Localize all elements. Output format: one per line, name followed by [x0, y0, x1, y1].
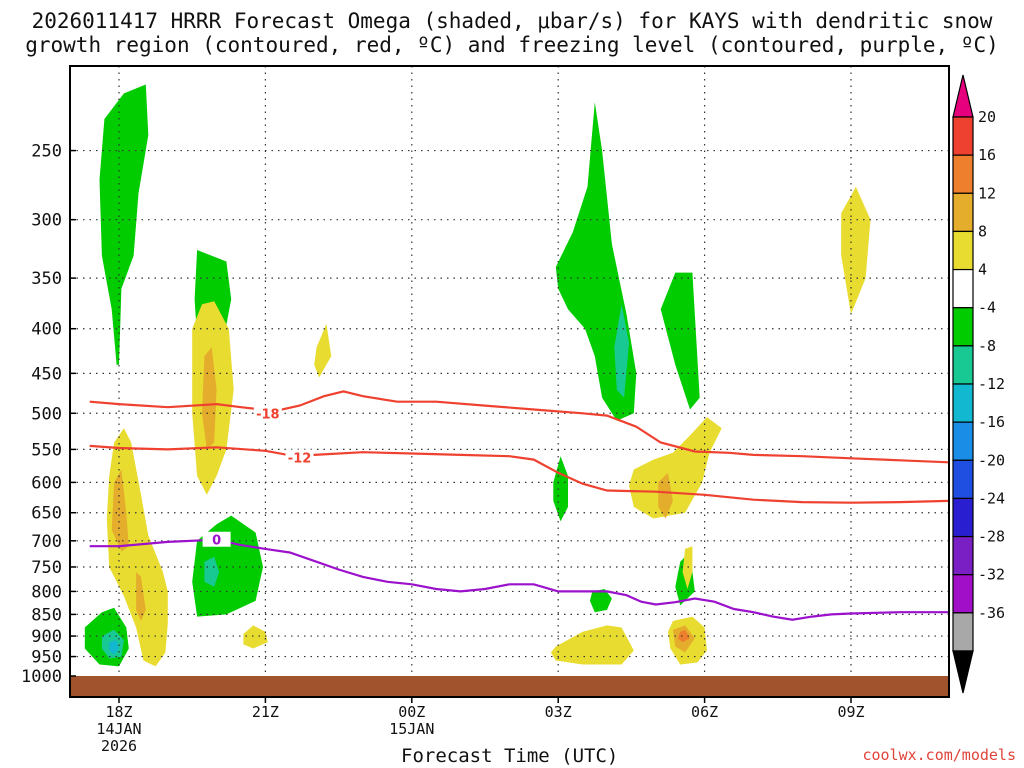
ytick-label-400: 400 [31, 320, 62, 340]
ytick-label-650: 650 [31, 504, 62, 524]
omega-region-10 [204, 556, 219, 587]
omega-region-23 [111, 469, 129, 552]
omega-region-27 [677, 629, 690, 643]
ytick-label-600: 600 [31, 473, 62, 493]
colorbar-box-5 [952, 307, 974, 347]
xtick-label-0-0: 18Z [105, 703, 132, 721]
omega-region-19 [629, 417, 722, 519]
ytick-label-350: 350 [31, 269, 62, 289]
ytick-label-700: 700 [31, 532, 62, 552]
ytick-label-900: 900 [31, 627, 62, 647]
contour-label-bg-dgz_-18 [253, 405, 282, 421]
omega-region-17 [550, 625, 634, 665]
colorbar-box-8 [952, 421, 974, 461]
colorbar-top-arrow [952, 74, 974, 118]
colorbar-box-13 [952, 612, 974, 652]
omega-region-16 [243, 625, 268, 649]
ytick-label-250: 250 [31, 142, 62, 162]
ytick-label-450: 450 [31, 364, 62, 384]
colorbar-label-4: 4 [978, 261, 987, 279]
xtick-label-3-0: 03Z [545, 703, 572, 721]
y-axis: 2503003504004505005506006507007508008509… [21, 142, 76, 687]
omega-region-9 [614, 304, 629, 398]
colorbar-label-3: 8 [978, 222, 987, 240]
colorbar-box-10 [952, 497, 974, 538]
omega-region-0 [99, 84, 149, 365]
contour-freezing_0 [89, 538, 949, 621]
colorbar-box-9 [952, 459, 974, 500]
colorbar-box-2 [952, 192, 974, 233]
contour-label-freezing_0: 0 [212, 534, 221, 549]
ground-surface [70, 676, 949, 697]
contour-dgz_-12 [89, 444, 949, 504]
colorbar-label-9: -20 [978, 451, 1005, 469]
contour-label-bg-freezing_0 [202, 531, 231, 547]
contour-label-dgz_-12: -12 [288, 452, 312, 467]
colorbar-bottom-arrow [952, 650, 974, 694]
ytick-label-800: 800 [31, 582, 62, 602]
colorbar-box-0 [952, 116, 974, 156]
colorbar-label-13: -36 [978, 604, 1005, 622]
colorbar-label-12: -32 [978, 566, 1005, 584]
colorbar-label-2: 12 [978, 184, 996, 202]
contour-label-dgz_-18: -18 [256, 407, 280, 422]
xtick-label-0-1: 14JAN [96, 720, 141, 738]
omega-region-24 [136, 572, 146, 621]
temperature-contours: -18 -12 0 [89, 390, 949, 621]
colorbar-box-7 [952, 383, 974, 423]
plot-frame [69, 65, 950, 698]
colorbar-label-5: -4 [978, 299, 996, 317]
colorbar-box-1 [952, 154, 974, 194]
omega-region-6 [589, 589, 612, 613]
colorbar-label-8: -16 [978, 413, 1005, 431]
x-axis-label: Forecast Time (UTC) [401, 745, 619, 767]
credit-link[interactable]: coolwx.com/models [862, 746, 1016, 764]
ytick-label-750: 750 [31, 558, 62, 578]
contour-dgz_-18 [89, 390, 949, 464]
xtick-label-5-0: 09Z [837, 703, 864, 721]
gridlines [70, 66, 949, 676]
omega-region-14 [314, 323, 332, 378]
colorbar-box-4 [952, 268, 974, 309]
ytick-label-550: 550 [31, 440, 62, 460]
omega-region-7 [660, 272, 700, 410]
colorbar-label-7: -12 [978, 375, 1005, 393]
colorbar-label-1: 16 [978, 146, 996, 164]
colorbar-label-6: -8 [978, 337, 996, 355]
xtick-label-1-0: 21Z [252, 703, 279, 721]
omega-region-21 [682, 546, 693, 589]
ytick-label-500: 500 [31, 404, 62, 424]
xtick-label-2-1: 15JAN [389, 720, 434, 738]
colorbar-label-11: -28 [978, 528, 1005, 546]
omega-region-12 [109, 640, 119, 655]
ytick-label-950: 950 [31, 648, 62, 668]
omega-region-25 [658, 472, 673, 519]
colorbar: 20 16 12 8 4 -4 -8 -12 -16 -20 -24 -28 -32 -36 [952, 74, 1005, 694]
xtick-label-2-0: 00Z [398, 703, 425, 721]
colorbar-box-3 [952, 230, 974, 271]
ytick-label-300: 300 [31, 211, 62, 231]
colorbar-box-11 [952, 535, 974, 576]
colorbar-box-12 [952, 574, 974, 614]
plot-area: -18 -12 0 [69, 65, 950, 698]
xtick-label-0-2: 2026 [101, 737, 137, 755]
colorbar-label-0: 20 [978, 108, 996, 126]
chart-title-line-1: 2026011417 HRRR Forecast Omega (shaded, … [31, 9, 993, 33]
omega-region-22 [202, 347, 217, 450]
colorbar-box-6 [952, 345, 974, 385]
contour-label-bg-dgz_-12 [285, 449, 314, 465]
omega-region-18 [841, 186, 871, 315]
xtick-label-4-0: 06Z [691, 703, 718, 721]
ytick-label-850: 850 [31, 605, 62, 625]
chart-title-line-2: growth region (contoured, red, ºC) and f… [25, 33, 999, 57]
colorbar-label-10: -24 [978, 489, 1005, 507]
ytick-label-1000: 1000 [21, 667, 62, 687]
